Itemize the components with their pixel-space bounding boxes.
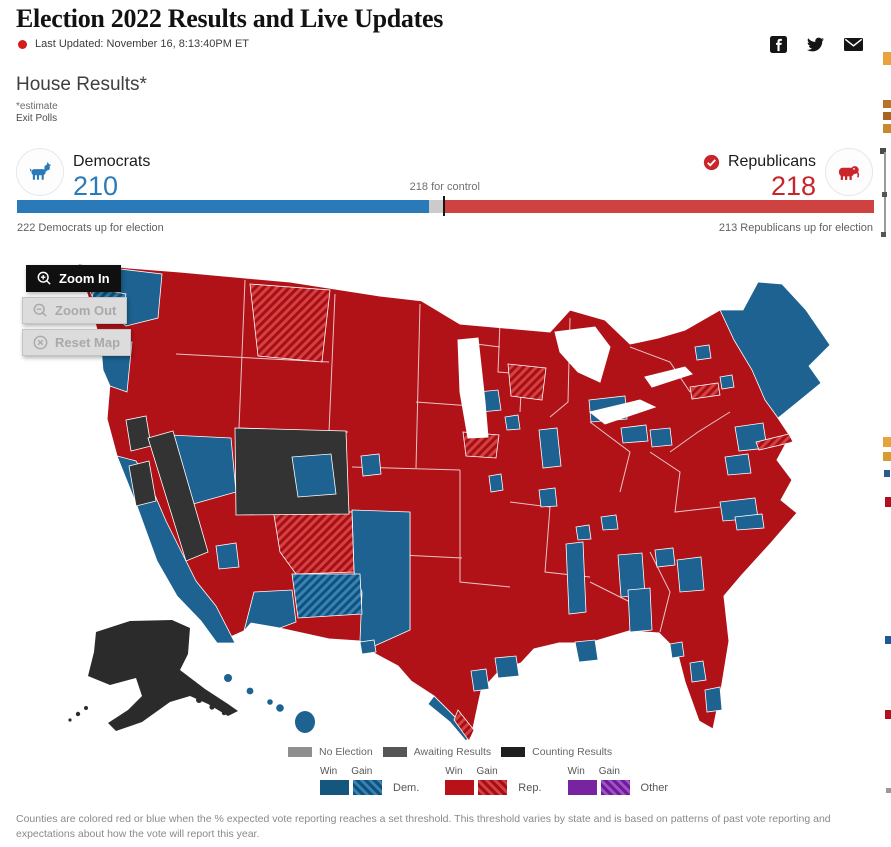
dem-up-for-election: 222 Democrats up for election bbox=[17, 222, 164, 234]
map-footnote: Counties are colored red or blue when th… bbox=[16, 813, 831, 841]
dem-win-label: Win bbox=[320, 766, 338, 777]
magnifier-plus-icon bbox=[37, 271, 51, 285]
magnifier-minus-icon bbox=[33, 303, 47, 317]
zoom-in-label: Zoom In bbox=[59, 271, 110, 286]
rep-bar-segment bbox=[443, 200, 874, 213]
last-updated-row: Last Updated: November 16, 8:13:40PM ET bbox=[18, 38, 249, 50]
other-win-swatch bbox=[567, 780, 597, 795]
dem-win-swatch bbox=[320, 780, 349, 795]
zoom-out-button[interactable]: Zoom Out bbox=[22, 297, 128, 324]
great-lakes bbox=[419, 299, 693, 439]
other-gain-swatch bbox=[600, 780, 630, 795]
dem-gain-label: Gain bbox=[351, 766, 373, 777]
democrats-avatar bbox=[16, 148, 64, 196]
control-threshold-tick bbox=[443, 196, 445, 216]
seats-for-control-label: 218 for control bbox=[409, 181, 480, 193]
legend-awaiting-results: Awaiting Results bbox=[382, 746, 492, 758]
seat-balance-bar bbox=[17, 200, 874, 213]
republicans-label-row: Republicans bbox=[703, 153, 816, 171]
rep-win-swatch bbox=[445, 780, 475, 795]
republicans-seat-count: 218 bbox=[770, 171, 816, 201]
other-gain-label: Gain bbox=[598, 766, 620, 777]
no-election-label: No Election bbox=[319, 746, 373, 758]
rep-gain-districts[interactable] bbox=[249, 283, 794, 742]
utah-dem-district[interactable] bbox=[291, 453, 337, 498]
awaiting-results-swatch bbox=[382, 747, 407, 757]
republicans-avatar bbox=[825, 148, 873, 196]
counting-results-swatch bbox=[501, 747, 526, 757]
us-house-map[interactable] bbox=[30, 252, 861, 747]
other-party-label: Other bbox=[640, 781, 669, 794]
reset-x-icon bbox=[33, 335, 48, 350]
democrats-label: Democrats bbox=[73, 153, 151, 170]
dem-gain-swatch bbox=[353, 780, 382, 795]
counting-results-label: Counting Results bbox=[532, 746, 613, 758]
no-election-swatch bbox=[288, 747, 312, 757]
section-heading: House Results* bbox=[16, 74, 147, 95]
legend-no-election: No Election bbox=[288, 746, 373, 758]
legend-rep-group: Win Gain Rep. bbox=[445, 766, 542, 795]
page-title: Election 2022 Results and Live Updates bbox=[16, 4, 444, 33]
rep-win-label: Win bbox=[445, 766, 463, 777]
legend-counting-results: Counting Results bbox=[501, 746, 612, 758]
reset-map-button[interactable]: Reset Map bbox=[22, 329, 132, 356]
zoom-out-label: Zoom Out bbox=[55, 303, 117, 318]
facebook-icon[interactable] bbox=[770, 36, 787, 53]
democrats-seat-count: 210 bbox=[73, 171, 119, 201]
undecided-bar-segment bbox=[428, 200, 444, 213]
awaiting-results-label: Awaiting Results bbox=[413, 746, 492, 758]
email-icon[interactable] bbox=[844, 37, 863, 52]
live-dot-icon bbox=[18, 39, 27, 49]
rep-gain-label: Gain bbox=[476, 766, 498, 777]
zoom-in-button[interactable]: Zoom In bbox=[26, 265, 121, 292]
other-win-label: Win bbox=[567, 766, 585, 777]
winner-check-icon bbox=[703, 154, 720, 170]
exit-polls-link[interactable]: Exit Polls bbox=[16, 113, 58, 124]
rep-gain-swatch bbox=[478, 780, 508, 795]
reset-map-label: Reset Map bbox=[55, 335, 121, 350]
elephant-icon bbox=[838, 165, 859, 180]
last-updated-text: Last Updated: November 16, 8:13:40PM ET bbox=[35, 38, 250, 50]
rep-party-label: Rep. bbox=[518, 781, 542, 794]
social-share-bar bbox=[770, 36, 863, 53]
twitter-icon[interactable] bbox=[806, 36, 825, 53]
hawaii[interactable] bbox=[224, 674, 315, 733]
dem-bar-segment bbox=[17, 200, 429, 213]
legend-dem-group: Win Gain Dem. bbox=[320, 766, 419, 795]
dem-party-label: Dem. bbox=[393, 781, 420, 794]
estimate-note: *estimate bbox=[16, 101, 58, 112]
donkey-icon bbox=[29, 161, 51, 180]
map-legend: No Election Awaiting Results Counting Re… bbox=[288, 746, 668, 795]
alaska[interactable] bbox=[68, 620, 238, 731]
rep-up-for-election: 213 Republicans up for election bbox=[718, 222, 873, 234]
legend-other-group: Win Gain Other bbox=[567, 766, 669, 795]
republicans-label: Republicans bbox=[727, 153, 816, 170]
